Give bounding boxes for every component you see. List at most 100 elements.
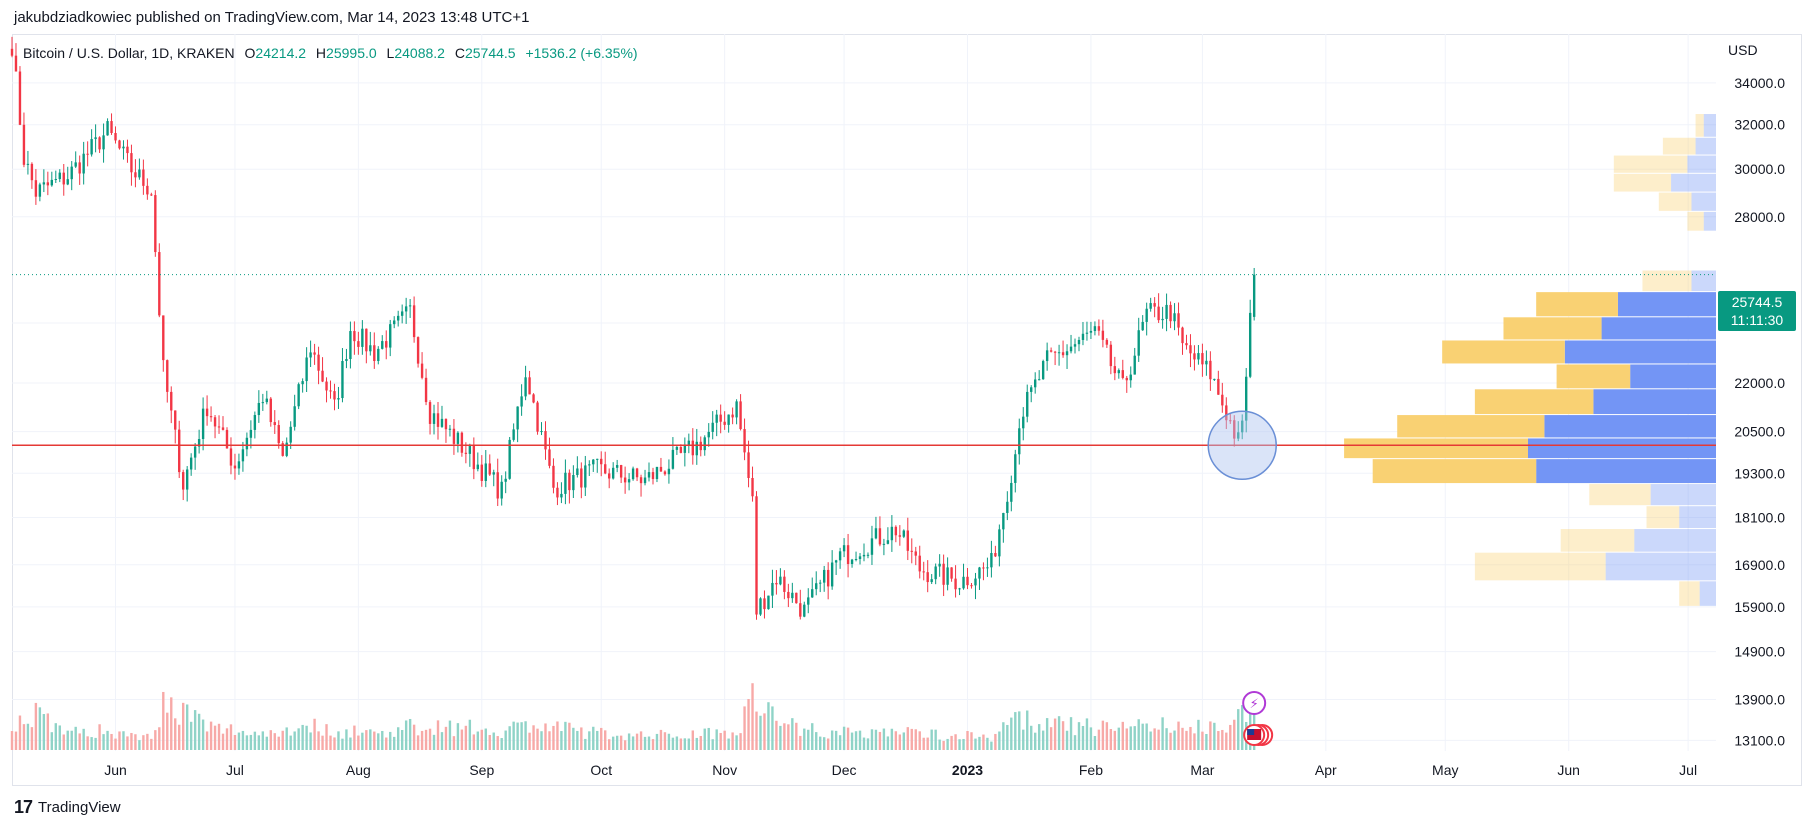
candle-body: [707, 431, 710, 438]
volume-bar: [775, 720, 778, 750]
candle-body: [556, 487, 559, 498]
volume-bar: [185, 704, 189, 750]
volume-bar: [1097, 729, 1101, 750]
candle-body: [452, 428, 456, 444]
profile-bar-down: [1442, 340, 1565, 364]
volume-bar: [1014, 712, 1017, 750]
volume-bar: [1117, 727, 1120, 750]
volume-bar: [86, 736, 89, 750]
candle-body: [655, 466, 659, 480]
volume-bar: [508, 726, 511, 750]
volume-bar: [739, 733, 742, 750]
volume-bar: [846, 727, 850, 750]
volume-bar: [874, 729, 878, 750]
footer[interactable]: 17 TradingView: [14, 797, 121, 818]
candle-body: [1093, 326, 1097, 331]
volume-bar: [707, 727, 710, 750]
candle-body: [1030, 387, 1033, 392]
candle-body: [1233, 420, 1236, 439]
volume-bar: [906, 727, 909, 750]
volume-bar: [432, 734, 436, 750]
candle-body: [102, 135, 105, 150]
candle-body: [1113, 366, 1117, 374]
candle-body: [201, 408, 205, 440]
candle-body: [1149, 303, 1152, 309]
volume-bar: [695, 737, 698, 750]
volume-bar: [611, 736, 615, 750]
candle-body: [1189, 345, 1192, 354]
candle-body: [496, 472, 499, 499]
volume-bar: [1101, 720, 1105, 750]
volume-bar: [763, 713, 766, 750]
candle-body: [958, 588, 961, 590]
volume-bar: [253, 731, 257, 750]
candle-body: [281, 443, 284, 456]
volume-bar: [62, 734, 65, 750]
volume-bar: [393, 736, 396, 750]
candle-body: [209, 416, 213, 418]
candle-body: [811, 589, 814, 598]
candle-body: [38, 184, 42, 197]
volume-bar: [285, 727, 288, 750]
candle-body: [954, 578, 957, 590]
volume-bar: [898, 734, 902, 750]
volume-bar: [301, 724, 304, 750]
profile-bar-up: [1617, 292, 1716, 317]
volume-bar: [1133, 726, 1136, 750]
volume-bar: [1022, 729, 1025, 750]
candle-body: [289, 426, 292, 443]
candle-body: [512, 429, 515, 440]
profile-bar-down: [1503, 317, 1602, 340]
volume-bar: [118, 731, 121, 750]
candle-body: [1045, 350, 1049, 362]
candle-body: [468, 445, 472, 454]
volume-bar: [926, 737, 929, 750]
volume-bar: [1045, 718, 1049, 750]
volume-bar: [627, 733, 631, 750]
candle-body: [711, 422, 714, 432]
candle-body: [807, 597, 810, 605]
candle-body: [126, 146, 129, 154]
volume-bar: [751, 683, 754, 750]
volume-bar: [277, 736, 280, 750]
volume-bar: [313, 718, 316, 750]
candle-body: [480, 464, 483, 481]
open-value: 24214.2: [255, 45, 307, 61]
profile-bar-down: [1556, 364, 1631, 389]
currency-label[interactable]: USD: [1728, 42, 1758, 58]
volume-bar: [1141, 723, 1144, 750]
candle-body: [1026, 391, 1029, 417]
volume-bar: [1065, 730, 1069, 750]
volume-bar: [759, 715, 762, 750]
candle-body: [962, 576, 965, 589]
candle-body: [552, 465, 555, 488]
price-tick-label: 18100.0: [1734, 510, 1785, 526]
volume-bar: [90, 737, 93, 750]
volume-bar: [122, 731, 125, 750]
last-price-tag: 25744.5 11:11:30: [1718, 291, 1796, 331]
volume-bar: [894, 731, 898, 750]
us-flag-canton: [1247, 729, 1255, 735]
volume-bar: [333, 737, 336, 750]
volume-bar: [966, 730, 969, 750]
volume-bar: [779, 725, 782, 750]
profile-bar-down: [1474, 552, 1606, 581]
candle-body: [950, 567, 953, 579]
candle-body: [1241, 420, 1244, 433]
price-tick-label: 15900.0: [1734, 599, 1785, 615]
candle-body: [978, 567, 981, 579]
volume-bar: [950, 735, 953, 750]
volume-bar: [1225, 732, 1228, 750]
countdown: 11:11:30: [1730, 312, 1784, 328]
candle-body: [1248, 312, 1252, 377]
volume-bar: [639, 731, 643, 750]
volume-bar: [560, 731, 563, 750]
candle-body: [623, 477, 627, 483]
candle-body: [1225, 405, 1228, 421]
candle-body: [30, 163, 34, 181]
volume-bar: [516, 722, 519, 750]
profile-bar-down: [1560, 529, 1635, 552]
volume-bar: [1193, 733, 1196, 750]
candle-body: [182, 472, 185, 490]
